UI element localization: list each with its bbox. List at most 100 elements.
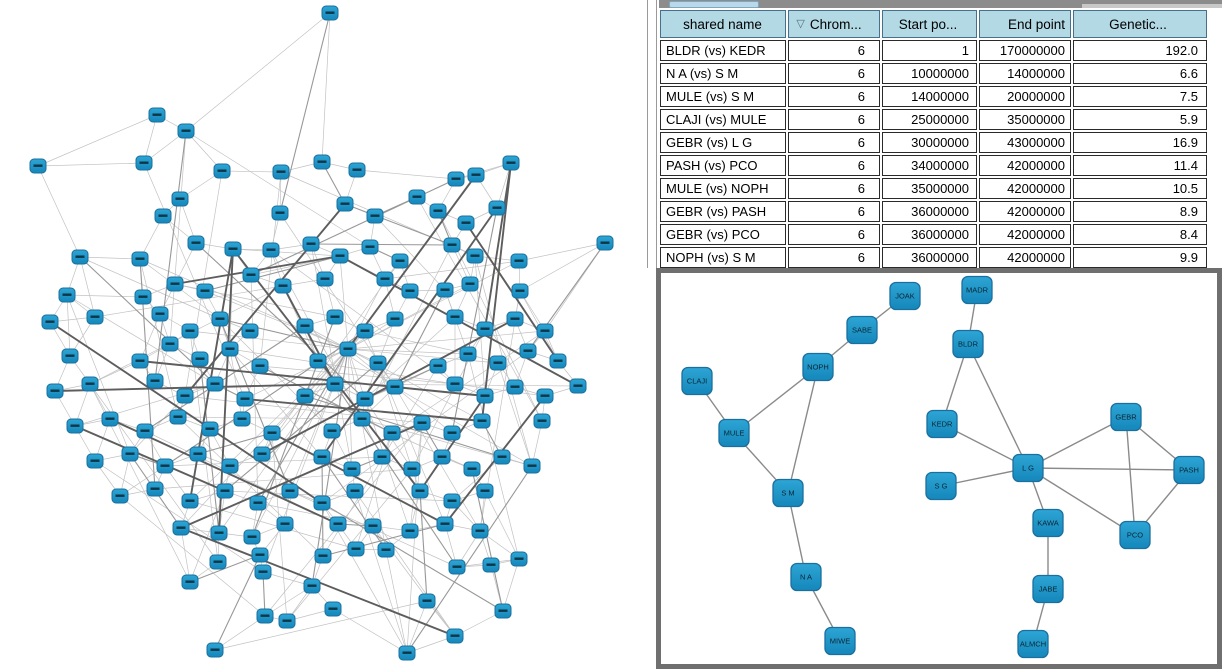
network-edge[interactable] (451, 456, 503, 502)
node-shape[interactable] (1032, 508, 1064, 538)
network-edge[interactable] (229, 348, 456, 385)
column-header-genetic-distance[interactable]: Genetic... (1073, 10, 1207, 38)
network-edge[interactable] (37, 162, 145, 167)
network-edge[interactable] (189, 330, 349, 350)
subnetwork-edge-NOPH-SM[interactable] (787, 366, 819, 494)
network-edge[interactable] (189, 490, 226, 583)
network-edge[interactable] (332, 608, 408, 654)
network-edge[interactable] (394, 386, 486, 397)
network-edge[interactable] (143, 114, 158, 164)
subnetwork-edge-GEBR-LG[interactable] (1027, 416, 1127, 469)
network-edge[interactable] (214, 600, 428, 651)
network-edge[interactable] (394, 289, 446, 388)
network-edge[interactable] (279, 12, 331, 214)
table-row[interactable]: MULE (vs) S M 6 14000000 20000000 7.5 (660, 86, 1209, 107)
network-edge[interactable] (321, 207, 498, 458)
node-shape[interactable] (1110, 402, 1142, 432)
network-edge[interactable] (79, 256, 221, 320)
node-shape[interactable] (824, 626, 856, 656)
network-edge[interactable] (180, 527, 191, 583)
subnetwork-node-MIWE[interactable]: MIWE (824, 626, 856, 656)
network-edge[interactable] (219, 318, 349, 350)
network-edge[interactable] (189, 554, 261, 583)
table-row[interactable]: GEBR (vs) L G 6 30000000 43000000 16.9 (660, 132, 1209, 153)
network-edge[interactable] (321, 502, 504, 612)
network-edge[interactable] (391, 432, 473, 470)
network-edge[interactable] (164, 330, 366, 467)
network-edge[interactable] (204, 290, 349, 350)
subnetwork-edge-BLDR-LG[interactable] (967, 343, 1029, 469)
network-edge[interactable] (79, 256, 96, 318)
network-edge[interactable] (94, 460, 264, 573)
subnetwork-node-LG[interactable]: L G (1012, 453, 1044, 483)
network-edge[interactable] (74, 425, 226, 492)
network-edge[interactable] (139, 313, 161, 362)
network-edge[interactable] (289, 348, 349, 492)
subnetwork-node-PASH[interactable]: PASH (1173, 455, 1205, 485)
subnetwork-node-SABE[interactable]: SABE (846, 315, 878, 345)
table-row[interactable]: GEBR (vs) PASH 6 36000000 42000000 8.9 (660, 201, 1209, 222)
subnetwork-node-CLAJI[interactable]: CLAJI (681, 366, 713, 396)
node-shape[interactable] (790, 562, 822, 592)
subnetwork-node-KEDR[interactable]: KEDR (926, 409, 958, 439)
network-edge[interactable] (481, 162, 512, 422)
node-shape[interactable] (718, 418, 750, 448)
network-edge[interactable] (184, 395, 423, 424)
network-edge[interactable] (164, 456, 383, 467)
network-edge[interactable] (154, 468, 413, 490)
network-edge[interactable] (454, 383, 546, 397)
network-edge[interactable] (271, 432, 446, 525)
subnetwork-node-PCO[interactable]: PCO (1119, 520, 1151, 550)
node-shape[interactable] (961, 275, 993, 305)
table-row[interactable]: PASH (vs) PCO 6 34000000 42000000 11.4 (660, 155, 1209, 176)
column-header-chromosome[interactable]: ▽ Chrom... (788, 10, 880, 38)
network-edge[interactable] (169, 130, 187, 345)
network-edge[interactable] (354, 490, 456, 637)
network-edge[interactable] (224, 362, 379, 492)
network-edge[interactable] (354, 490, 408, 654)
table-row[interactable]: NOPH (vs) S M 6 36000000 42000000 9.9 (660, 247, 1209, 268)
network-edge[interactable] (261, 260, 401, 455)
network-edge[interactable] (232, 248, 341, 257)
network-edge[interactable] (37, 114, 158, 167)
network-edge[interactable] (37, 165, 81, 258)
network-edge[interactable] (184, 203, 346, 397)
node-shape[interactable] (925, 471, 957, 501)
node-shape[interactable] (1119, 520, 1151, 550)
network-edge[interactable] (377, 362, 413, 470)
subnetwork-edge-LG-PCO[interactable] (1027, 467, 1136, 536)
node-shape[interactable] (1017, 629, 1049, 659)
network-edge[interactable] (79, 256, 141, 260)
subnetwork-node-KAWA[interactable]: KAWA (1032, 508, 1064, 538)
subnetwork-node-SM[interactable]: S M (772, 478, 804, 508)
table-row[interactable]: GEBR (vs) PCO 6 36000000 42000000 8.4 (660, 224, 1209, 245)
column-header-end-point[interactable]: End point (979, 10, 1071, 38)
table-row[interactable]: CLAJI (vs) MULE 6 25000000 35000000 5.9 (660, 109, 1209, 130)
network-edge[interactable] (451, 207, 498, 434)
network-edge[interactable] (189, 348, 349, 502)
network-edge[interactable] (66, 294, 144, 298)
network-edge[interactable] (374, 215, 446, 291)
network-edge[interactable] (419, 490, 428, 602)
node-shape[interactable] (926, 409, 958, 439)
subnetwork-node-NA[interactable]: N A (790, 562, 822, 592)
subnetwork-node-BLDR[interactable]: BLDR (952, 329, 984, 359)
network-edge[interactable] (339, 255, 349, 350)
network-edge[interactable] (189, 330, 219, 563)
table-row[interactable]: BLDR (vs) KEDR 6 1 170000000 192.0 (660, 40, 1209, 61)
network-edge[interactable] (154, 130, 187, 382)
network-edge[interactable] (282, 285, 336, 385)
network-edge[interactable] (214, 554, 261, 651)
column-header-shared-name[interactable]: shared name (660, 10, 786, 38)
network-edge[interactable] (347, 260, 520, 350)
network-edge[interactable] (497, 362, 533, 467)
network-edge[interactable] (518, 242, 606, 262)
network-edge[interactable] (347, 278, 386, 350)
network-edge[interactable] (406, 600, 428, 654)
network-edge[interactable] (259, 171, 282, 367)
network-edge[interactable] (139, 258, 349, 350)
subnetwork-view[interactable]: JOAK MADR SABE BLDR NOPH CLAJI MULE KEDR GEBR L G… (661, 273, 1217, 664)
network-edge[interactable] (139, 360, 396, 388)
network-edge[interactable] (177, 416, 363, 420)
node-shape[interactable] (952, 329, 984, 359)
